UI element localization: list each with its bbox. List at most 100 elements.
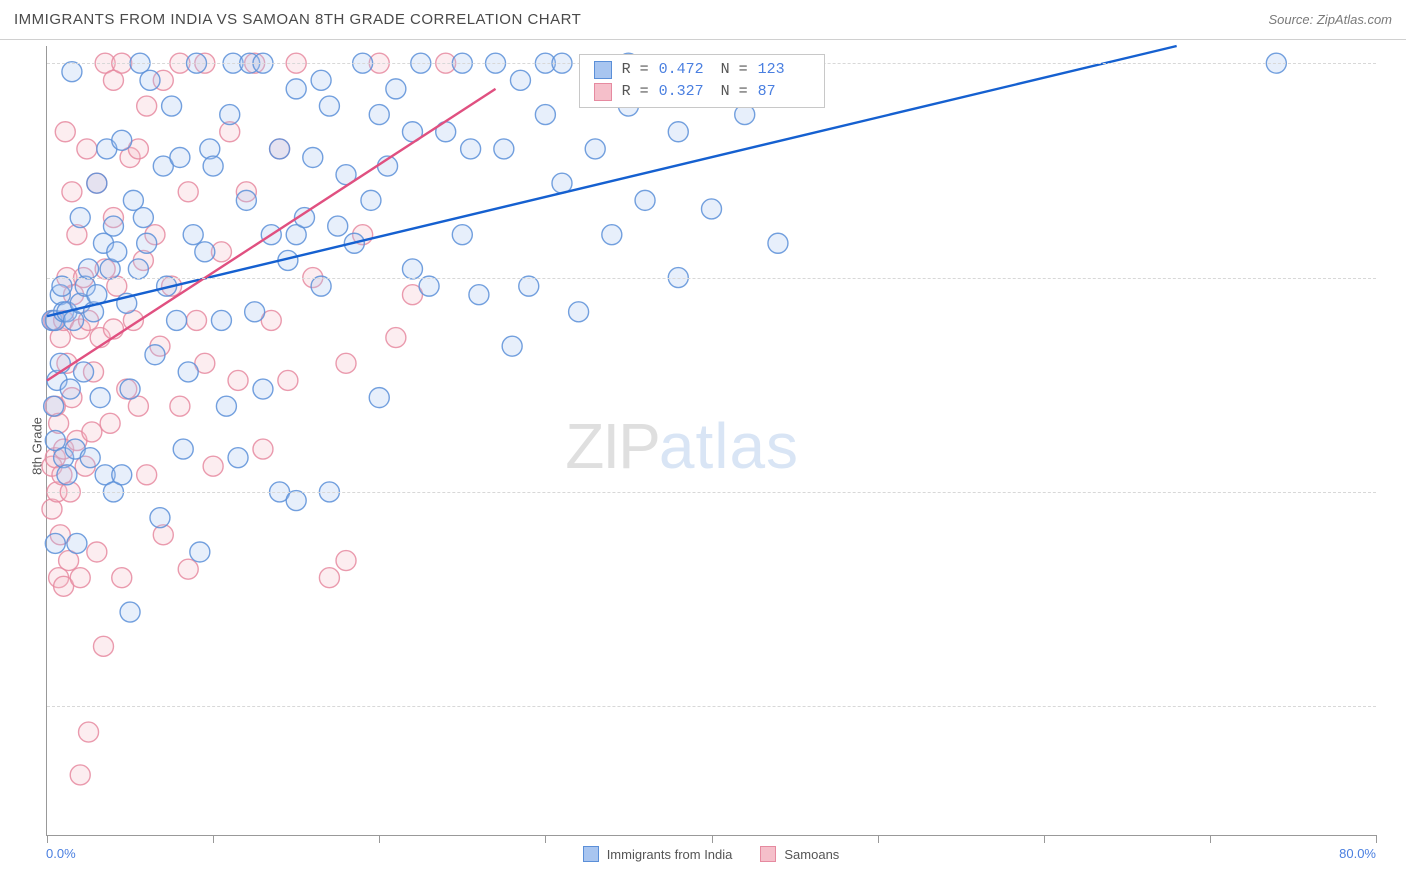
scatter-point [461,139,481,159]
scatter-point [386,328,406,348]
scatter-point [635,190,655,210]
scatter-point [52,276,72,296]
scatter-point [178,559,198,579]
scatter-point [70,765,90,785]
scatter-point [62,62,82,82]
y-tick-label: 95.0% [1388,484,1406,499]
scatter-point [167,310,187,330]
scatter-point [236,190,256,210]
scatter-point [452,225,472,245]
legend-label: Immigrants from India [607,847,733,862]
scatter-point [494,139,514,159]
y-tick-label: 97.5% [1388,270,1406,285]
scatter-point [150,508,170,528]
scatter-point [70,208,90,228]
scatter-point [87,542,107,562]
legend-swatch [760,846,776,862]
scatter-point [45,533,65,553]
scatter-point [103,216,123,236]
gridline-horizontal [47,706,1376,707]
scatter-svg [47,46,1376,835]
scatter-point [67,533,87,553]
scatter-point [62,182,82,202]
scatter-point [253,439,273,459]
legend-item: Immigrants from India [583,846,733,862]
scatter-point [112,130,132,150]
scatter-point [303,147,323,167]
scatter-point [386,79,406,99]
scatter-point [57,465,77,485]
scatter-point [220,105,240,125]
scatter-point [77,139,97,159]
stats-swatch [594,61,612,79]
scatter-point [228,370,248,390]
scatter-point [278,370,298,390]
scatter-point [112,568,132,588]
gridline-horizontal [47,278,1376,279]
scatter-point [319,568,339,588]
scatter-point [55,122,75,142]
scatter-point [173,439,193,459]
stats-n-label: N = [721,83,748,100]
scatter-point [402,259,422,279]
x-tick [213,835,214,843]
scatter-point [170,396,190,416]
stats-swatch [594,83,612,101]
scatter-point [120,379,140,399]
scatter-point [569,302,589,322]
stats-row: R =0.327N = 87 [580,81,824,103]
x-tick [545,835,546,843]
stats-n-value: 123 [758,61,810,78]
scatter-point [90,388,110,408]
stats-n-value: 87 [758,83,810,100]
scatter-point [245,302,265,322]
stats-r-value: 0.472 [659,61,711,78]
scatter-point [203,156,223,176]
scatter-point [50,353,70,373]
scatter-point [80,448,100,468]
correlation-stats-box: R = 0.472 N = 123 R =0.327N = 87 [579,54,825,108]
scatter-point [510,70,530,90]
scatter-point [768,233,788,253]
scatter-point [137,233,157,253]
chart-header: IMMIGRANTS FROM INDIA VS SAMOAN 8TH GRAD… [0,0,1406,40]
scatter-point [311,70,331,90]
x-tick [47,835,48,843]
x-tick [1376,835,1377,843]
scatter-point [253,379,273,399]
scatter-point [120,602,140,622]
scatter-point [668,122,688,142]
scatter-point [286,79,306,99]
scatter-plot-area: 92.5%95.0%97.5%100.0%ZIPatlasR =0.472N =… [46,46,1376,836]
scatter-point [60,379,80,399]
scatter-point [107,242,127,262]
scatter-point [190,542,210,562]
scatter-point [270,139,290,159]
scatter-point [311,276,331,296]
scatter-point [286,491,306,511]
legend-swatch [583,846,599,862]
scatter-point [170,147,190,167]
scatter-point [70,568,90,588]
legend-bottom: Immigrants from India Samoans [46,846,1376,862]
scatter-point [79,722,99,742]
scatter-point [140,70,160,90]
scatter-point [100,413,120,433]
scatter-point [585,139,605,159]
x-tick [878,835,879,843]
scatter-point [195,242,215,262]
legend-item: Samoans [760,846,839,862]
stats-r-label: R = [622,83,649,100]
x-tick [1044,835,1045,843]
x-tick [379,835,380,843]
scatter-point [216,396,236,416]
scatter-point [369,388,389,408]
scatter-point [93,636,113,656]
scatter-point [82,422,102,442]
scatter-point [137,96,157,116]
x-tick [712,835,713,843]
stats-r-label: R = [622,61,649,78]
scatter-point [502,336,522,356]
scatter-point [112,465,132,485]
scatter-point [535,105,555,125]
